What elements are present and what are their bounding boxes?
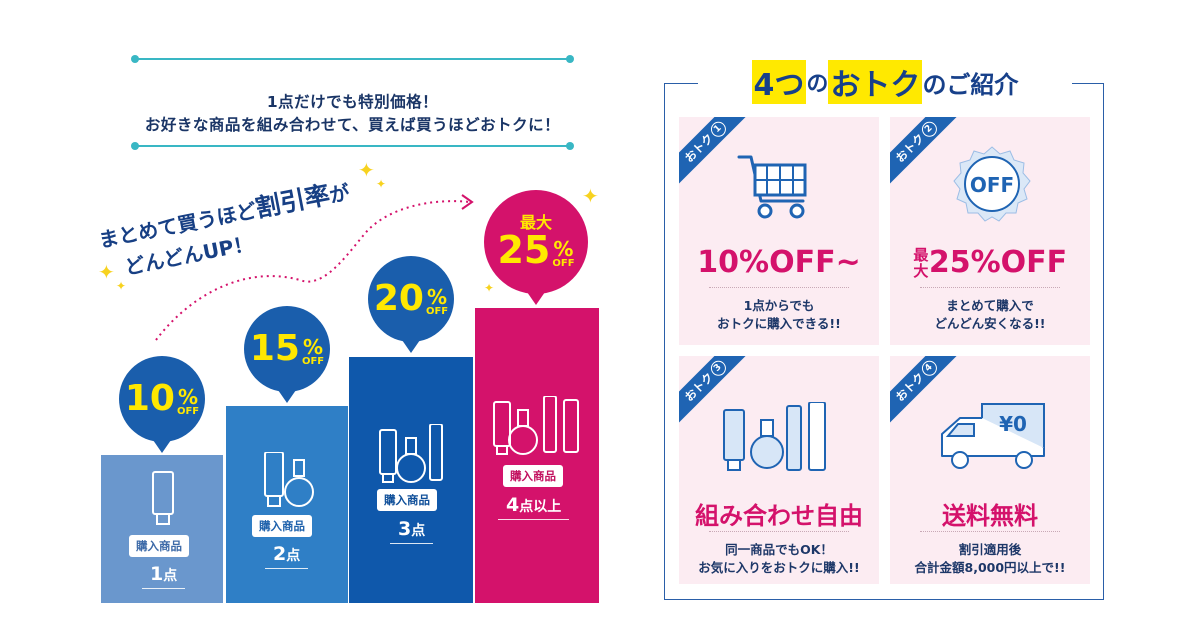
off-badge-icon: [953, 146, 1031, 222]
discount-bubble-2: 15% OFF: [244, 306, 330, 392]
cosmetics-set-icon: [264, 452, 314, 507]
growth-arrow: [155, 194, 474, 341]
benefit-title-3: 組み合わせ自由: [695, 502, 863, 530]
cosmetics-set-icon: [379, 424, 443, 483]
cosmetics-icon: [723, 402, 826, 471]
sparkle-icon: ✦: [582, 184, 599, 208]
benefit-card-4: おトク 4 ¥0 送料無料 割引適用後 合計金額8,000円以上で!!: [890, 356, 1090, 584]
benefit-card-2: おトク 2 OFF 最大25%OFF まとめて購入で どんどん安くなる!!: [890, 117, 1090, 345]
purchase-tag-1: 購入商品: [129, 535, 189, 557]
divider: [920, 287, 1060, 288]
benefit-title-2: 最大25%OFF: [913, 245, 1068, 280]
item-count-1: 1点: [142, 563, 186, 589]
discount-bubble-3: 20% OFF: [368, 256, 454, 342]
free-shipping-price: ¥0: [999, 412, 1027, 436]
max-label: 最大: [519, 213, 552, 232]
benefit-desc-4: 割引適用後 合計金額8,000円以上で!!: [914, 542, 1066, 576]
divider: [709, 287, 849, 288]
shopping-cart-icon: [737, 155, 807, 219]
off-badge-label: OFF: [969, 173, 1015, 197]
intro-line-2: お好きな商品を組み合わせて、買えば買うほどおトクに！: [144, 116, 561, 134]
benefit-desc-2: まとめて購入で どんどん安くなる!!: [934, 298, 1046, 332]
item-count-2: 2点: [265, 543, 309, 569]
benefit-card-3: おトク 3 組み合わせ自由 同一商品でもOK！ お気に入りをおトクに購入!!: [679, 356, 879, 584]
item-count-3: 3点: [390, 518, 434, 544]
sparkle-icon: ✦: [376, 177, 387, 191]
purchase-tag-2: 購入商品: [252, 515, 312, 537]
tier-bar-4: [475, 308, 599, 603]
benefits-heading: 4つのおトク のご紹介: [698, 60, 1072, 104]
tube-icon: [152, 471, 174, 525]
benefit-title-4: 送料無料: [942, 502, 1038, 530]
cosmetics-set-icon: [493, 396, 579, 455]
sparkle-icon: ✦: [358, 158, 375, 182]
benefit-desc-1: 1点からでも おトクに購入できる!!: [717, 298, 841, 332]
tier-bar-1: [101, 455, 223, 603]
discount-bubble-4: 最大 25% OFF: [484, 190, 588, 294]
tier-bar-2: [226, 406, 348, 603]
tier-bar-3: [349, 357, 473, 603]
divider: [709, 531, 849, 532]
delivery-truck-icon: [941, 403, 1045, 469]
intro-top-rule: [131, 55, 574, 63]
discount-bubble-1: 10% OFF: [119, 356, 205, 442]
divider: [920, 531, 1060, 532]
benefit-desc-3: 同一商品でもOK！ お気に入りをおトクに購入!!: [698, 542, 860, 576]
purchase-tag-3: 購入商品: [377, 489, 437, 511]
benefit-card-1: おトク 1 10%OFF~ 1点からでも おトクに購入できる!!: [679, 117, 879, 345]
sparkle-icon: ✦: [116, 279, 127, 293]
intro-line-1: 1点だけでも特別価格！: [266, 93, 439, 111]
purchase-tag-4: 購入商品: [503, 465, 563, 487]
intro-bottom-rule: [131, 142, 574, 150]
item-count-4: 4点以上: [498, 494, 570, 520]
benefit-title-1: 10%OFF~: [697, 245, 861, 280]
sparkle-icon: ✦: [98, 260, 115, 284]
sparkle-icon: ✦: [484, 281, 495, 295]
